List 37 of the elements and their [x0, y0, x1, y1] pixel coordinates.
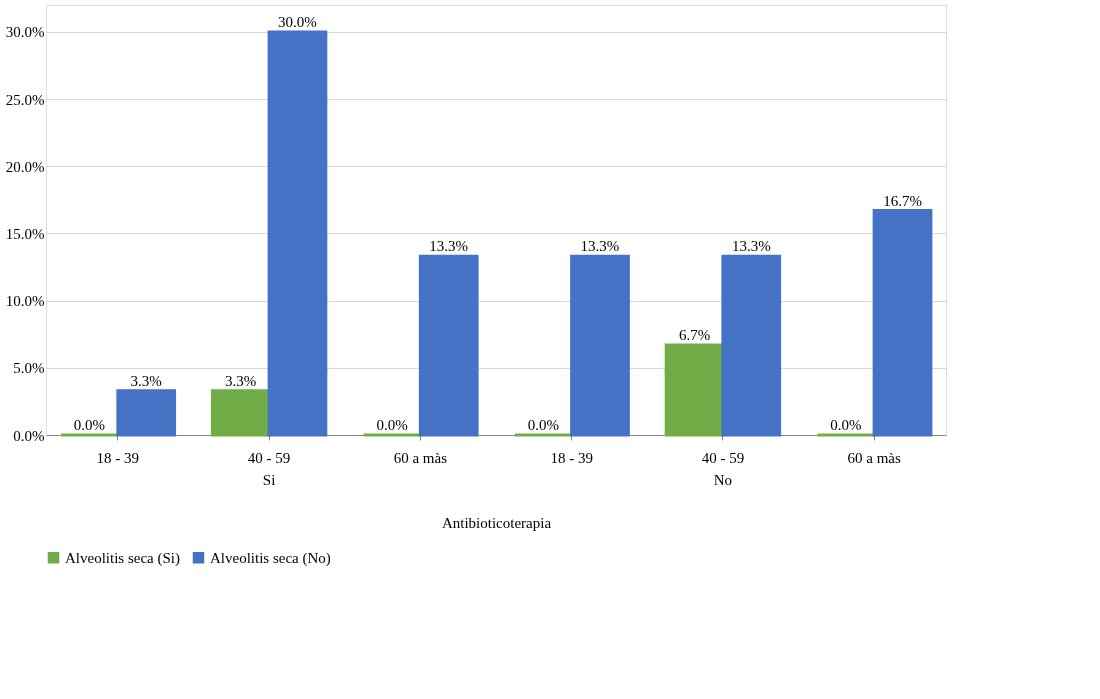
x-tick-label: 40 - 59 — [247, 449, 291, 466]
data-label: 3.3% — [225, 372, 257, 389]
bar — [116, 389, 177, 437]
x-tick-label: 60 a màs — [847, 449, 901, 466]
y-tick-label: 10.0% — [5, 293, 45, 310]
data-label: 0.0% — [73, 417, 106, 433]
data-label: 13.3% — [580, 238, 620, 255]
x-tick-label: 60 a màs — [393, 449, 448, 466]
text: No — [713, 472, 733, 488]
y-tick-label: 20.0% — [5, 158, 45, 175]
text: Si — [262, 472, 276, 488]
data-label: 0.0% — [527, 417, 559, 433]
legend-label: Alveolitis seca (No) — [210, 549, 331, 567]
data-label: 6.7% — [678, 326, 711, 343]
x-tick-label: 18 - 39 — [550, 449, 593, 466]
data-label: 0.0% — [830, 417, 862, 433]
y-tick-label: 0.0% — [13, 427, 45, 444]
y-tick-label: 5.0% — [13, 360, 45, 377]
y-tick-label: 15.0% — [5, 225, 45, 242]
data-label: 30.0% — [278, 13, 317, 30]
data-label: 13.3% — [731, 238, 771, 255]
bar — [210, 389, 271, 437]
bar — [570, 254, 630, 437]
bar — [721, 254, 782, 437]
x-tick-label: 18 - 39 — [96, 449, 140, 466]
y-tick-label: 25.0% — [5, 91, 45, 108]
x-tick-label: 40 - 59 — [701, 449, 745, 466]
data-label: 0.0% — [376, 417, 408, 433]
legend-label: Alveolitis seca (Si) — [65, 549, 180, 567]
y-tick-label: 30.0% — [5, 24, 45, 41]
data-label: 13.3% — [429, 238, 469, 255]
bar — [872, 209, 933, 437]
data-label: 16.7% — [883, 192, 922, 209]
bar — [267, 30, 328, 437]
bar — [418, 254, 479, 437]
data-label: 3.3% — [130, 372, 162, 389]
x-axis-title: Antibioticoterapia — [441, 514, 552, 531]
